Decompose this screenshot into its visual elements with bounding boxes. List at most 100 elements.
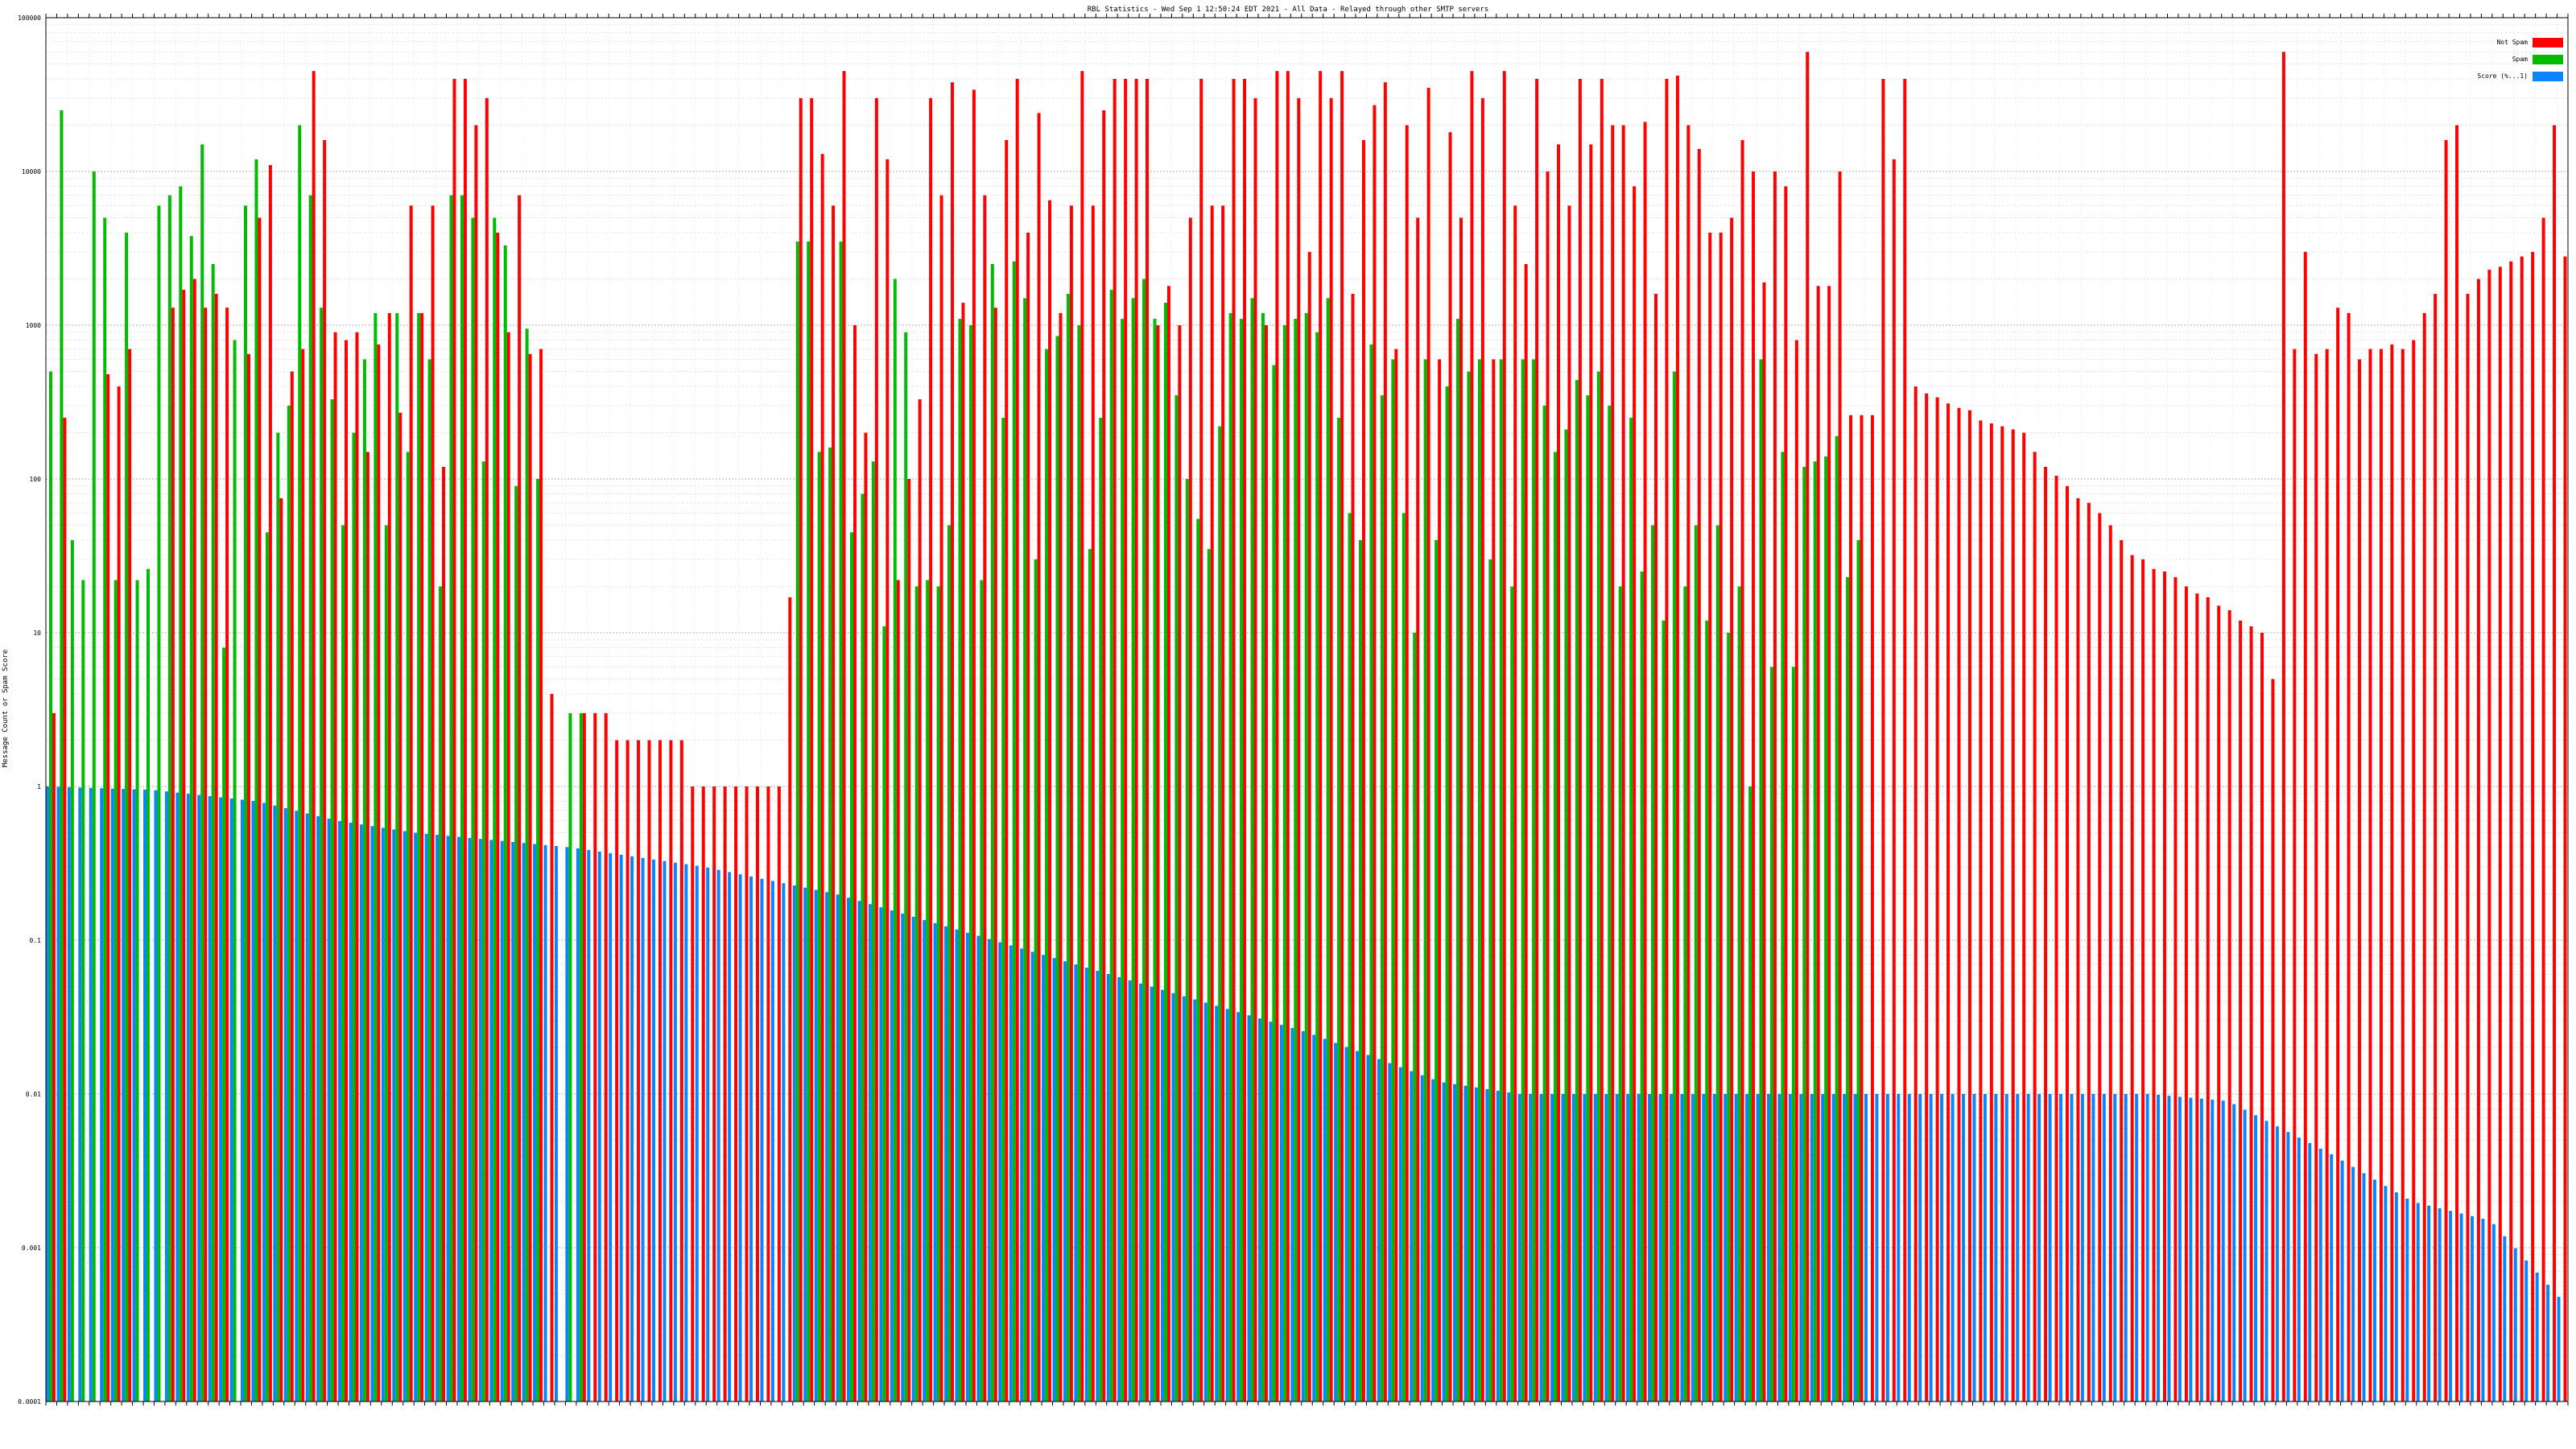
score-bar <box>1875 1094 1879 1402</box>
score-bar <box>565 847 569 1402</box>
not-spam-bar <box>2120 540 2124 1402</box>
not-spam-bar <box>1373 105 1377 1402</box>
not-spam-bar <box>582 712 586 1402</box>
score-bar <box>219 797 223 1402</box>
score-bar <box>955 929 959 1402</box>
score-bar <box>2384 1186 2388 1402</box>
score-bar <box>154 790 158 1402</box>
spam-bar <box>1034 559 1038 1402</box>
not-spam-bar <box>1762 282 1766 1402</box>
not-spam-bar <box>377 344 381 1402</box>
not-spam-bar <box>1426 88 1430 1402</box>
not-spam-bar <box>1069 205 1073 1402</box>
not-spam-bar <box>1925 393 1929 1402</box>
spam-bar <box>1629 417 1633 1402</box>
spam-bar <box>1856 540 1860 1402</box>
score-bar <box>283 807 287 1402</box>
not-spam-bar <box>2044 466 2048 1402</box>
score-bar <box>2211 1100 2215 1402</box>
score-bar <box>132 789 136 1402</box>
not-spam-bar <box>1416 217 1420 1402</box>
score-bar <box>46 786 49 1402</box>
not-spam-bar <box>106 374 110 1402</box>
score-bar <box>576 848 580 1402</box>
not-spam-bar <box>2217 605 2221 1402</box>
not-spam-bar <box>431 205 435 1402</box>
not-spam-bar <box>2130 555 2134 1402</box>
score-bar <box>770 881 774 1402</box>
not-spam-bar <box>506 332 510 1402</box>
legend: Not Spam Spam Score (%...1) <box>2477 38 2563 81</box>
score-bar <box>1571 1094 1575 1402</box>
score-bar <box>468 837 472 1402</box>
not-spam-bar <box>2227 610 2231 1402</box>
spam-bar <box>200 144 204 1402</box>
not-spam-bar <box>225 308 229 1402</box>
spam-bar <box>1402 513 1406 1402</box>
spam-bar <box>1467 371 1471 1402</box>
spam-bar <box>1640 571 1644 1402</box>
not-spam-bar <box>171 308 175 1402</box>
score-bar <box>500 840 504 1402</box>
score-bar <box>1539 1094 1543 1402</box>
not-spam-bar <box>593 712 597 1402</box>
score-bar <box>1648 1094 1652 1402</box>
score-bar <box>1203 1002 1208 1402</box>
not-spam-bar <box>1459 217 1463 1402</box>
spam-bar <box>807 242 811 1402</box>
score-bar <box>2351 1166 2355 1402</box>
score-bar <box>1269 1022 1273 1402</box>
spam-bar <box>1272 365 1276 1402</box>
score-bar <box>1604 1094 1608 1402</box>
not-spam-bar <box>2347 312 2351 1402</box>
not-spam-bar <box>734 786 738 1402</box>
not-spam-bar <box>1806 52 1810 1402</box>
score-bar <box>1096 971 1100 1402</box>
not-spam-bar <box>2487 269 2491 1402</box>
score-bar <box>1290 1028 1294 1402</box>
score-bar <box>1257 1018 1261 1402</box>
score-bar <box>1777 1094 1781 1402</box>
score-bar <box>370 826 374 1402</box>
not-spam-bar <box>1967 410 1971 1402</box>
score-bar <box>933 923 937 1402</box>
not-spam-bar <box>2455 125 2459 1402</box>
spam-bar <box>795 242 799 1402</box>
y-tick-label: 10 <box>33 630 41 637</box>
not-spam-bar <box>52 712 56 1402</box>
not-spam-bar <box>1383 82 1387 1402</box>
score-bar <box>2459 1213 2463 1402</box>
not-spam-bar <box>679 740 683 1402</box>
not-spam-bar <box>2184 586 2188 1402</box>
spam-bar <box>1012 261 1016 1402</box>
score-bar <box>511 841 515 1402</box>
not-spam-bar <box>1740 140 1744 1402</box>
not-spam-bar <box>691 786 695 1402</box>
score-bar <box>1084 968 1088 1402</box>
spam-bar <box>341 525 345 1402</box>
score-bar <box>2243 1109 2247 1402</box>
spam-bar <box>406 452 410 1402</box>
spam-bar <box>1121 319 1125 1402</box>
score-bar <box>857 901 861 1402</box>
spam-bar <box>439 586 443 1402</box>
score-bar <box>2232 1104 2236 1402</box>
score-bar <box>1377 1059 1381 1402</box>
spam-bar <box>1077 325 1081 1402</box>
not-spam-bar <box>2249 626 2253 1402</box>
spam-bar <box>1294 319 1298 1402</box>
score-bar <box>2016 1094 2020 1402</box>
not-spam-bar <box>2541 217 2545 1402</box>
spam-bar <box>1163 303 1167 1402</box>
spam-bar <box>1813 461 1817 1402</box>
not-spam-bar <box>2293 349 2297 1402</box>
score-bar <box>229 798 233 1402</box>
not-spam-bar <box>1340 71 1344 1402</box>
score-bar <box>1301 1031 1305 1402</box>
score-bar <box>760 878 764 1402</box>
not-spam-bar <box>2271 679 2275 1402</box>
not-spam-bar <box>1913 386 1918 1402</box>
spam-bar <box>211 263 215 1402</box>
score-bar <box>814 890 818 1402</box>
not-spam-bar <box>2281 52 2285 1402</box>
